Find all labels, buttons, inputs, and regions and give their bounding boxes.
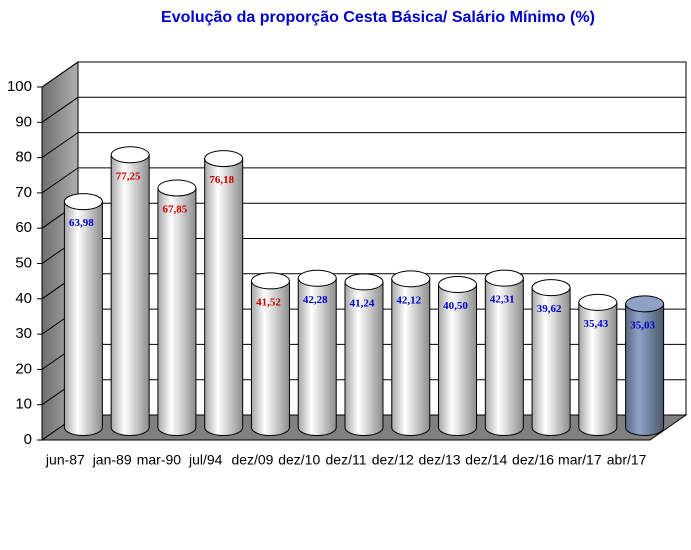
x-tick-label: mar-90 xyxy=(137,452,182,468)
bar xyxy=(157,179,197,436)
bar xyxy=(344,273,384,436)
y-tick-label: 50 xyxy=(15,254,32,271)
bar-top xyxy=(531,279,571,297)
bar-shade xyxy=(157,187,196,436)
x-tick-label: dez/09 xyxy=(231,452,273,468)
bar-shade xyxy=(298,278,337,436)
bar-shade xyxy=(64,201,103,436)
y-tick-label: 90 xyxy=(15,113,32,130)
bar-shade xyxy=(532,287,571,436)
bar xyxy=(578,293,618,436)
value-label: 41,52 xyxy=(256,296,281,308)
bar-shade xyxy=(391,278,430,436)
bar xyxy=(438,276,478,436)
bar-top xyxy=(297,269,337,287)
x-tick-label: jun-87 xyxy=(45,452,85,468)
bar-top xyxy=(204,150,244,168)
bar-shade xyxy=(251,280,290,436)
bar-shade xyxy=(485,278,524,436)
value-label: 77,25 xyxy=(116,170,141,182)
value-label: 35,03 xyxy=(630,319,655,331)
value-label: 42,28 xyxy=(303,294,328,306)
value-label: 35,43 xyxy=(583,318,608,330)
value-label: 39,62 xyxy=(537,303,562,315)
bars: 63,98 77,25 67,85 76,18 41,52 42,28 41,24 42,12… xyxy=(63,146,665,436)
value-label: 42,12 xyxy=(396,294,421,306)
bar-top xyxy=(157,179,197,197)
bar-top xyxy=(438,276,478,294)
bar-top xyxy=(250,272,290,290)
y-tick-label: 30 xyxy=(15,325,32,342)
bar xyxy=(250,272,290,436)
bar-top xyxy=(344,273,384,291)
grid-line xyxy=(41,167,79,194)
bar xyxy=(110,146,150,436)
value-label: 41,24 xyxy=(350,297,375,309)
value-label: 67,85 xyxy=(163,204,188,216)
bar xyxy=(625,295,665,436)
bar-top xyxy=(484,269,524,287)
x-tick-label: dez/10 xyxy=(278,452,320,468)
bar-top xyxy=(110,146,150,164)
bar-shade xyxy=(578,302,617,436)
bar xyxy=(63,193,103,436)
bar-top xyxy=(578,293,618,311)
value-label: 63,98 xyxy=(69,217,94,229)
y-tick-label: 20 xyxy=(15,360,32,377)
bar xyxy=(204,150,244,436)
x-tick-label: mar/17 xyxy=(558,452,602,468)
bar-shade xyxy=(345,281,383,436)
x-tick-label: dez/13 xyxy=(419,452,461,468)
y-tick-label: 80 xyxy=(15,149,32,166)
bar xyxy=(484,269,524,436)
y-tick-label: 60 xyxy=(15,219,32,236)
chart-title: Evolução da proporção Cesta Básica/ Salá… xyxy=(161,9,595,26)
y-tick-label: 0 xyxy=(24,431,32,448)
bar xyxy=(531,279,571,436)
bar-shade xyxy=(625,303,664,436)
value-label: 76,18 xyxy=(209,174,234,186)
bar-top xyxy=(63,193,103,211)
value-label: 40,50 xyxy=(443,300,468,312)
bar-top xyxy=(391,270,431,288)
y-tick-label: 10 xyxy=(15,396,32,413)
bar xyxy=(391,270,431,436)
x-tick-label: abr/17 xyxy=(607,452,647,468)
bar-top xyxy=(625,295,665,313)
bar-shade xyxy=(111,154,150,436)
x-tick-label: jan-89 xyxy=(92,452,132,468)
value-label: 42,31 xyxy=(490,294,515,306)
y-tick-label: 70 xyxy=(15,184,32,201)
x-tick-label: dez/16 xyxy=(512,452,554,468)
bar-shade xyxy=(204,158,243,436)
grid-line xyxy=(41,61,79,88)
x-tick-label: dez/11 xyxy=(326,452,367,468)
y-tick-label: 40 xyxy=(15,290,32,307)
x-tick-label: jul/94 xyxy=(188,452,223,468)
bar xyxy=(297,269,337,436)
grid-line xyxy=(41,96,79,123)
grid-line xyxy=(41,132,79,159)
x-tick-label: dez/14 xyxy=(465,452,507,468)
bar-shade xyxy=(438,284,477,436)
x-tick-label: dez/12 xyxy=(372,452,414,468)
y-tick-label: 100 xyxy=(7,78,32,95)
